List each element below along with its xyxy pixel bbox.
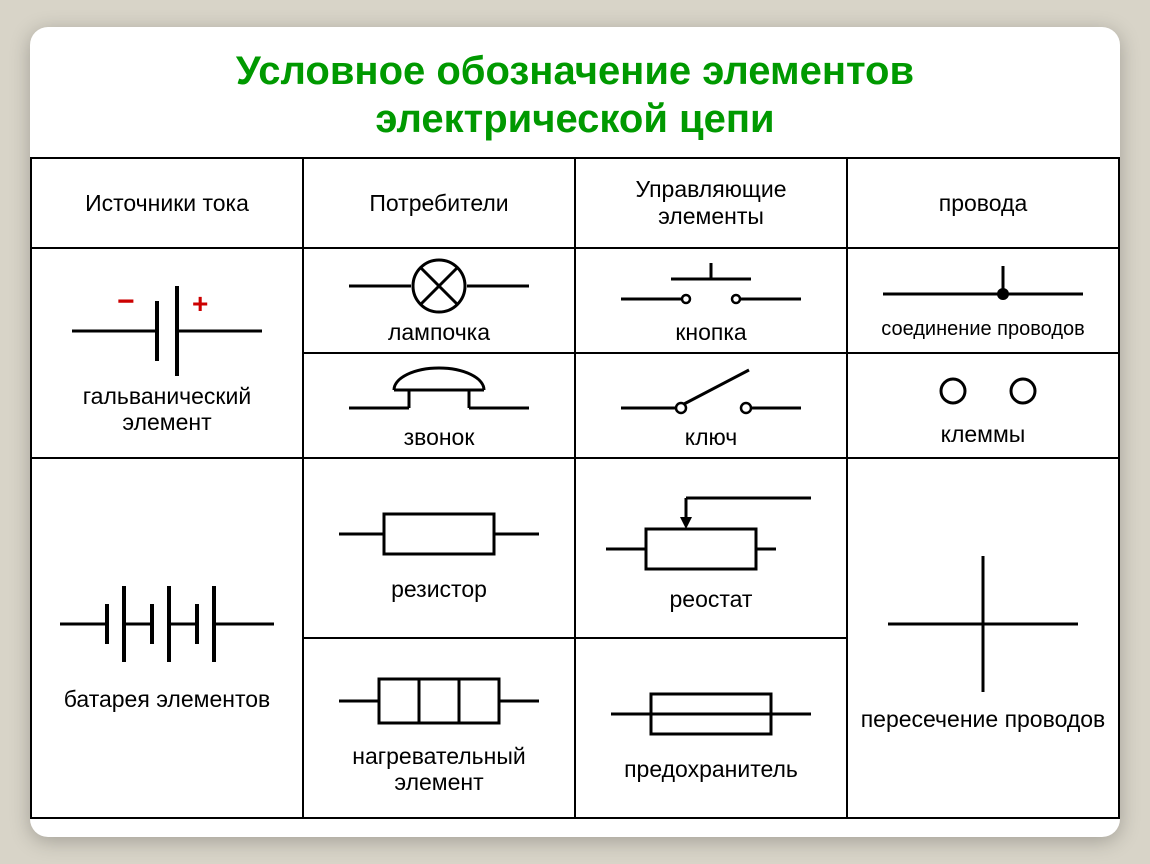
terminals-icon	[883, 363, 1083, 419]
row-3: батарея элементов резистор	[31, 458, 1119, 638]
col-header-wires: провода	[847, 158, 1119, 248]
bell-label: звонок	[404, 424, 475, 450]
cell-crossing: пересечение проводов	[847, 458, 1119, 818]
button-icon	[611, 255, 811, 317]
minus-sign: −	[117, 285, 135, 318]
button-label: кнопка	[675, 319, 746, 345]
cell-button: кнопка	[575, 248, 847, 353]
cell-switch: ключ	[575, 353, 847, 458]
battery-label: батарея элементов	[64, 686, 270, 712]
junction-label: соединение проводов	[881, 318, 1085, 341]
heater-label: нагревательный элемент	[308, 743, 570, 796]
row-1: − + гальванический элемент	[31, 248, 1119, 353]
switch-label: ключ	[685, 424, 737, 450]
col-header-consumers: Потребители	[303, 158, 575, 248]
title-box: Условное обозначение элементов электриче…	[30, 27, 1120, 157]
rheostat-icon	[596, 484, 826, 584]
rheostat-label: реостат	[670, 586, 753, 612]
lamp-icon	[339, 255, 539, 317]
switch-icon	[611, 360, 811, 422]
card: Условное обозначение элементов электриче…	[30, 27, 1120, 837]
cell-resistor: резистор	[303, 458, 575, 638]
cell-bell: звонок	[303, 353, 575, 458]
cell-fuse: предохранитель	[575, 638, 847, 818]
cell-battery: батарея элементов	[31, 458, 303, 818]
crossing-label: пересечение проводов	[861, 706, 1106, 732]
cell-lamp: лампочка	[303, 248, 575, 353]
fuse-label: предохранитель	[624, 756, 798, 782]
title-line1: Условное обозначение элементов	[50, 47, 1100, 95]
col-header-controls: Управляющие элементы	[575, 158, 847, 248]
col-header-sources: Источники тока	[31, 158, 303, 248]
heater-icon	[329, 661, 549, 741]
bell-icon	[339, 360, 539, 422]
title-line2: электрической цепи	[50, 95, 1100, 143]
cell-galvanic: − + гальванический элемент	[31, 248, 303, 458]
cell-rheostat: реостат	[575, 458, 847, 638]
symbol-table: Источники тока Потребители Управляющие э…	[30, 157, 1120, 819]
fuse-icon	[601, 674, 821, 754]
terminals-label: клеммы	[941, 421, 1026, 447]
resistor-icon	[329, 494, 549, 574]
battery-icon	[52, 564, 282, 684]
cell-junction: соединение проводов	[847, 248, 1119, 353]
lamp-label: лампочка	[388, 319, 490, 345]
junction-icon	[873, 260, 1093, 316]
header-row: Источники тока Потребители Управляющие э…	[31, 158, 1119, 248]
galvanic-label: гальванический элемент	[36, 383, 298, 436]
resistor-label: резистор	[391, 576, 487, 602]
crossing-icon	[873, 544, 1093, 704]
galvanic-element-icon: − +	[62, 271, 272, 381]
cell-heater: нагревательный элемент	[303, 638, 575, 818]
cell-terminals: клеммы	[847, 353, 1119, 458]
plus-sign: +	[192, 288, 208, 319]
